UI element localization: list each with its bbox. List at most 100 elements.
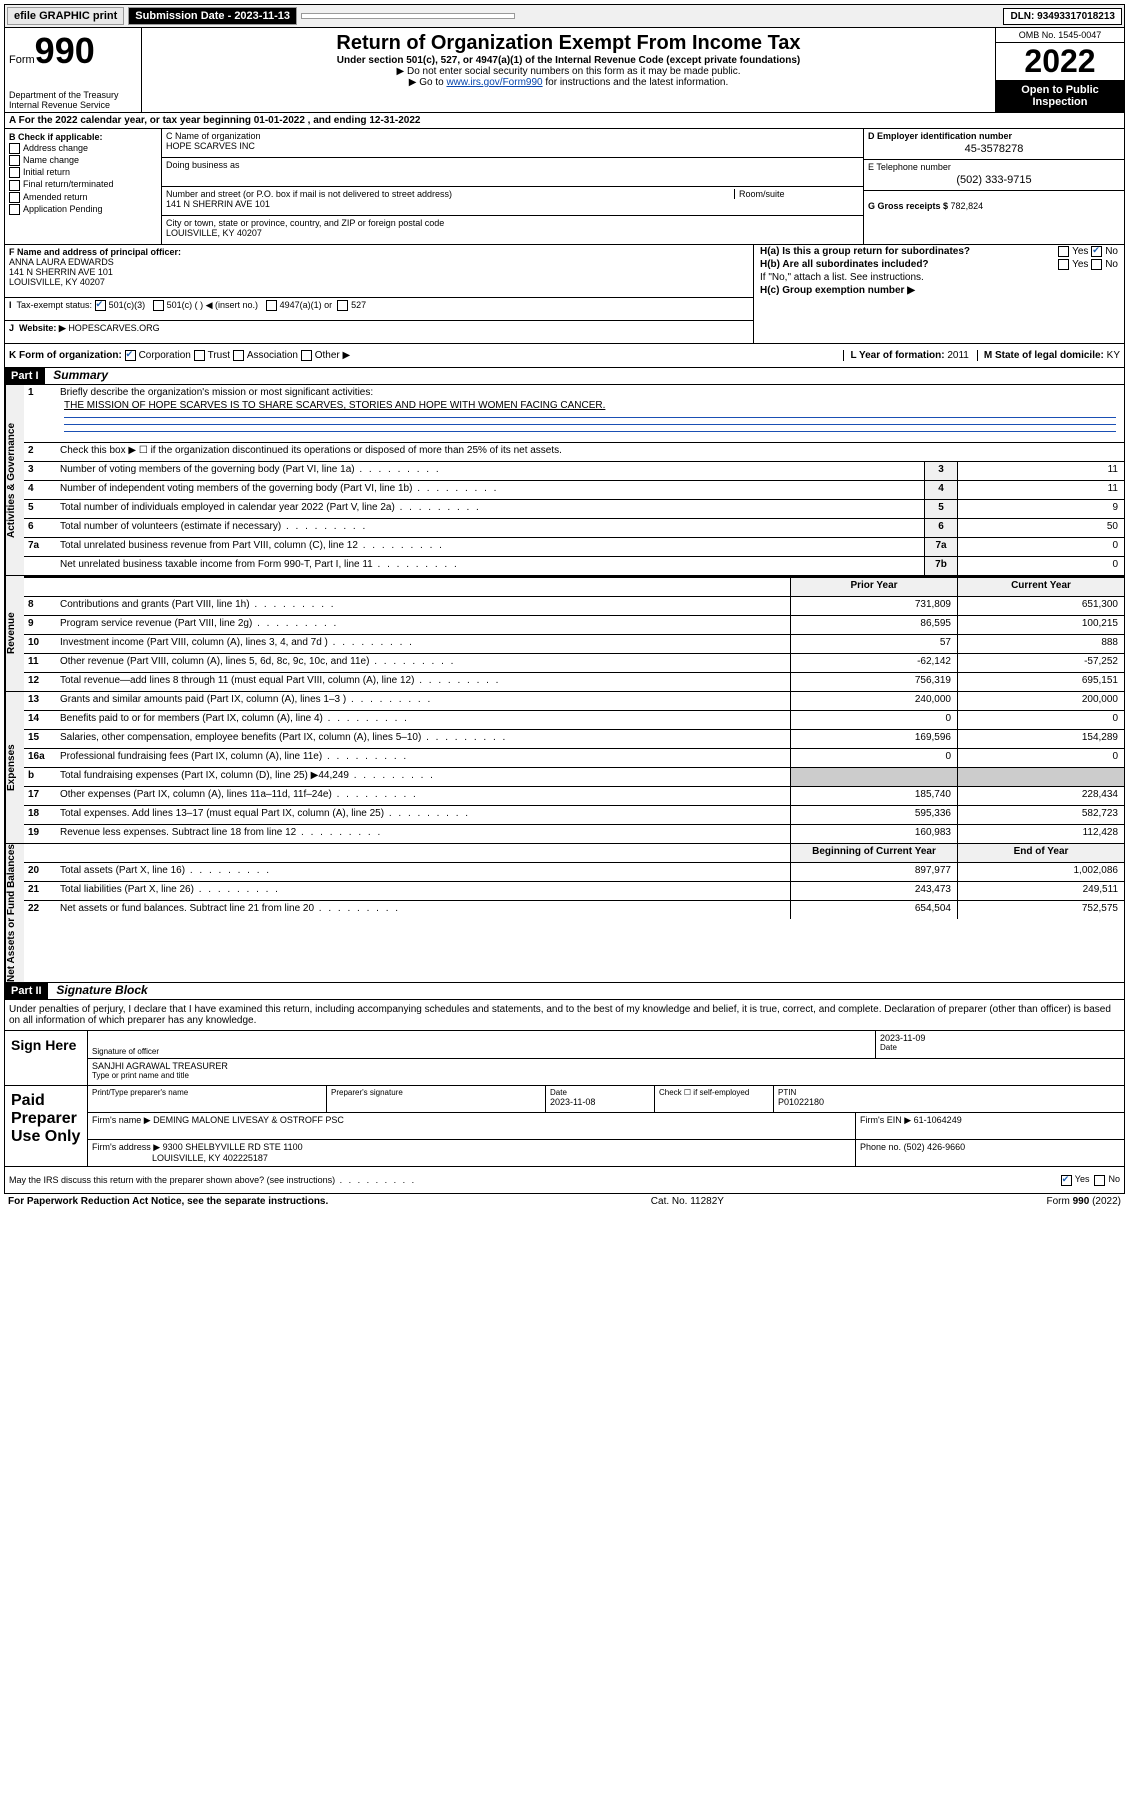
cb-ha-yes[interactable] <box>1058 246 1069 257</box>
pra-notice: For Paperwork Reduction Act Notice, see … <box>8 1196 328 1207</box>
row-current: 651,300 <box>957 597 1124 615</box>
form-header: Form990 Department of the Treasury Inter… <box>4 28 1125 113</box>
penalties-text: Under penalties of perjury, I declare th… <box>5 1000 1124 1031</box>
part-ii-hdr: Part II <box>5 983 48 999</box>
check-self-label: Check ☐ if self-employed <box>659 1088 769 1097</box>
row-num: 21 <box>24 882 56 900</box>
hb-note: If "No," attach a list. See instructions… <box>760 272 924 283</box>
exp-row: 18 Total expenses. Add lines 13–17 (must… <box>24 806 1124 825</box>
row-text: Total liabilities (Part X, line 26) <box>56 882 790 900</box>
lbl-amended-return: Amended return <box>23 192 88 202</box>
row-num: 3 <box>24 462 56 480</box>
cb-assoc[interactable] <box>233 350 244 361</box>
lbl-501c3: 501(c)(3) <box>109 300 146 310</box>
row-num: 6 <box>24 519 56 537</box>
sign-here-label: Sign Here <box>5 1031 88 1085</box>
row-prior: 0 <box>790 749 957 767</box>
firm-ein-label: Firm's EIN ▶ <box>860 1115 911 1125</box>
firm-addr2: LOUISVILLE, KY 402225187 <box>152 1153 268 1163</box>
row-fij-h: F Name and address of principal officer:… <box>4 245 1125 344</box>
cb-other[interactable] <box>301 350 312 361</box>
row-eoy: 249,511 <box>957 882 1124 900</box>
lbl-trust: Trust <box>208 350 230 361</box>
k-label: K Form of organization: <box>9 350 122 361</box>
row-current: 582,723 <box>957 806 1124 824</box>
cb-4947[interactable] <box>266 300 277 311</box>
submission-date-button[interactable]: Submission Date - 2023-11-13 <box>128 7 297 25</box>
gross-receipts-label: G Gross receipts $ <box>868 201 951 211</box>
f-addr1: 141 N SHERRIN AVE 101 <box>9 267 113 277</box>
cb-address-change[interactable] <box>9 143 20 154</box>
cb-final-return[interactable] <box>9 180 20 191</box>
lbl-may-yes: Yes <box>1075 1174 1090 1184</box>
line1-label: Briefly describe the organization's miss… <box>60 387 373 398</box>
row-box: 7b <box>924 557 957 575</box>
cb-ha-no[interactable] <box>1091 246 1102 257</box>
row-text: Total fundraising expenses (Part IX, col… <box>56 768 790 786</box>
cb-initial-return[interactable] <box>9 167 20 178</box>
row-eoy: 1,002,086 <box>957 863 1124 881</box>
row-boy: 654,504 <box>790 901 957 919</box>
prep-date: 2023-11-08 <box>550 1097 650 1107</box>
gov-row: 7a Total unrelated business revenue from… <box>24 538 1124 557</box>
row-value: 50 <box>957 519 1124 537</box>
prep-name-label: Print/Type preparer's name <box>92 1088 322 1097</box>
hdr-eoy: End of Year <box>957 844 1124 862</box>
cb-name-change[interactable] <box>9 155 20 166</box>
gov-row: 3 Number of voting members of the govern… <box>24 462 1124 481</box>
row-text: Salaries, other compensation, employee b… <box>56 730 790 748</box>
row-text: Other revenue (Part VIII, column (A), li… <box>56 654 790 672</box>
sec-gov-label: Activities & Governance <box>5 385 24 575</box>
cb-corp[interactable] <box>125 350 136 361</box>
cb-app-pending[interactable] <box>9 204 20 215</box>
cb-hb-yes[interactable] <box>1058 259 1069 270</box>
irs-link[interactable]: www.irs.gov/Form990 <box>446 77 542 88</box>
row-text: Revenue less expenses. Subtract line 18 … <box>56 825 790 843</box>
row-current: 100,215 <box>957 616 1124 634</box>
department-label: Department of the Treasury Internal Reve… <box>9 90 137 110</box>
col-b-header: B Check if applicable: <box>9 132 157 142</box>
lbl-501c: 501(c) ( ) ◀ (insert no.) <box>167 300 258 310</box>
hdr-prior: Prior Year <box>790 578 957 596</box>
cb-may-no[interactable] <box>1094 1175 1105 1186</box>
row-text: Total number of volunteers (estimate if … <box>56 519 924 537</box>
hb-label: H(b) Are all subordinates included? <box>760 259 929 270</box>
ptin-label: PTIN <box>778 1088 1120 1097</box>
footer: For Paperwork Reduction Act Notice, see … <box>4 1194 1125 1209</box>
officer-name-label: Type or print name and title <box>92 1071 1120 1080</box>
summary-body: Activities & Governance 1 Briefly descri… <box>4 385 1125 983</box>
row-num: 8 <box>24 597 56 615</box>
lbl-527: 527 <box>351 300 366 310</box>
cb-527[interactable] <box>337 300 348 311</box>
row-text: Grants and similar amounts paid (Part IX… <box>56 692 790 710</box>
cb-trust[interactable] <box>194 350 205 361</box>
row-box: 7a <box>924 538 957 556</box>
cb-501c[interactable] <box>153 300 164 311</box>
firm-addr1: 9300 SHELBYVILLE RD STE 1100 <box>163 1142 303 1152</box>
lbl-name-change: Name change <box>23 155 79 165</box>
row-box: 4 <box>924 481 957 499</box>
row-value: 0 <box>957 557 1124 575</box>
cb-amended-return[interactable] <box>9 192 20 203</box>
hdr-boy: Beginning of Current Year <box>790 844 957 862</box>
lbl-4947: 4947(a)(1) or <box>280 300 333 310</box>
efile-button[interactable]: efile GRAPHIC print <box>7 7 124 25</box>
cb-hb-no[interactable] <box>1091 259 1102 270</box>
row-num: 12 <box>24 673 56 691</box>
m-value: KY <box>1107 350 1120 361</box>
ptin-value: P01022180 <box>778 1097 1120 1107</box>
row-text: Total unrelated business revenue from Pa… <box>56 538 924 556</box>
row-prior: 240,000 <box>790 692 957 710</box>
ein-label: D Employer identification number <box>868 131 1012 141</box>
cb-may-yes[interactable] <box>1061 1175 1072 1186</box>
row-eoy: 752,575 <box>957 901 1124 919</box>
row-num: 16a <box>24 749 56 767</box>
row-boy: 897,977 <box>790 863 957 881</box>
cb-501c3[interactable] <box>95 300 106 311</box>
exp-row: 19 Revenue less expenses. Subtract line … <box>24 825 1124 843</box>
gross-receipts-value: 782,824 <box>951 201 984 211</box>
line2-label: Check this box ▶ ☐ if the organization d… <box>56 443 1124 461</box>
col-de: D Employer identification number 45-3578… <box>864 129 1124 244</box>
row-current: 228,434 <box>957 787 1124 805</box>
rev-row: 12 Total revenue—add lines 8 through 11 … <box>24 673 1124 691</box>
